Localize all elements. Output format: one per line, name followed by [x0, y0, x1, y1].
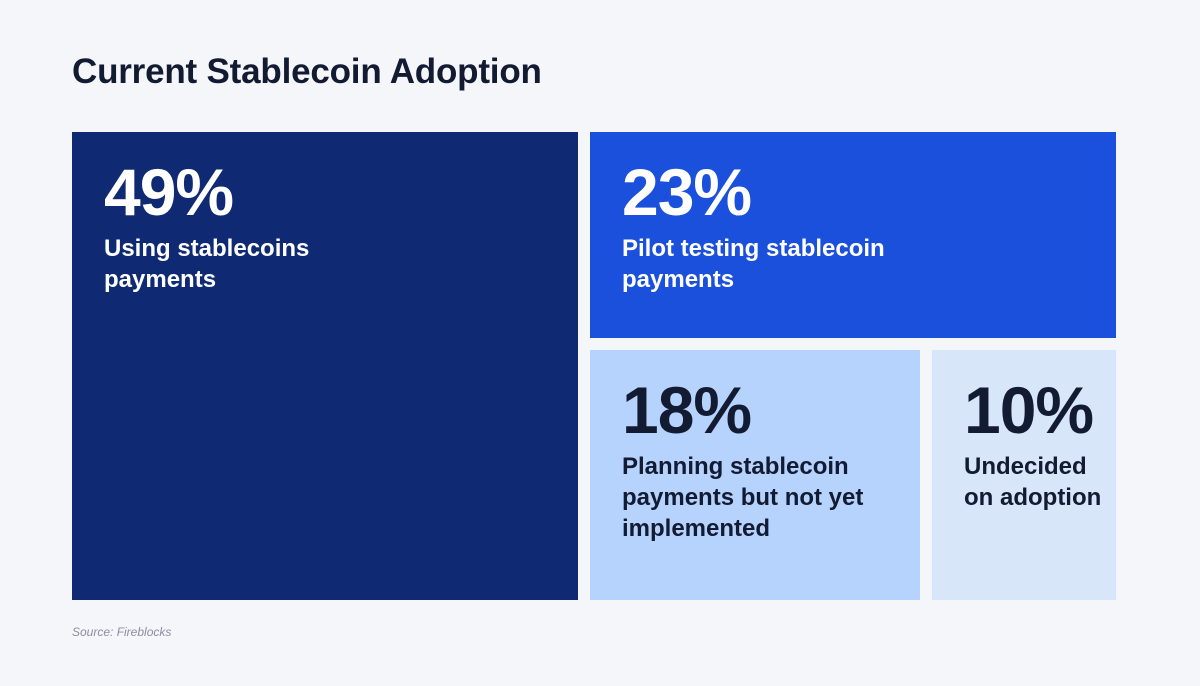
- tile-percentage: 23%: [622, 155, 752, 229]
- treemap-tile: 23% Pilot testing stablecoin payments: [590, 132, 1116, 338]
- tile-label-line: Undecided: [964, 453, 1087, 480]
- tile-label: Undecided on adoption: [964, 451, 1101, 513]
- treemap-tile: 49% Using stablecoins payments: [72, 132, 578, 600]
- tile-label-line: Planning stablecoin: [622, 453, 849, 480]
- tile-label-line: payments: [104, 266, 217, 293]
- tile-percentage: 18%: [622, 373, 752, 447]
- tile-label: Pilot testing stablecoin payments: [622, 233, 885, 295]
- chart-title: Current Stablecoin Adoption: [72, 52, 542, 91]
- treemap-tile: 10% Undecided on adoption: [932, 350, 1116, 600]
- tile-percentage: 49%: [104, 155, 234, 229]
- tile-label-line: implemented: [622, 515, 771, 542]
- tile-percentage: 10%: [964, 373, 1094, 447]
- tile-label-line: Using stablecoins: [104, 235, 310, 262]
- tile-label-line: payments but not yet: [622, 484, 864, 511]
- tile-label-line: payments: [622, 266, 735, 293]
- treemap-tile: 18% Planning stablecoin payments but not y…: [590, 350, 920, 600]
- tile-label-line: Pilot testing stablecoin: [622, 235, 885, 262]
- tile-label: Planning stablecoin payments but not yet i…: [622, 451, 863, 544]
- source-note: Source: Fireblocks: [72, 625, 172, 639]
- tile-label-line: on adoption: [964, 484, 1102, 511]
- tile-label: Using stablecoins payments: [104, 233, 309, 295]
